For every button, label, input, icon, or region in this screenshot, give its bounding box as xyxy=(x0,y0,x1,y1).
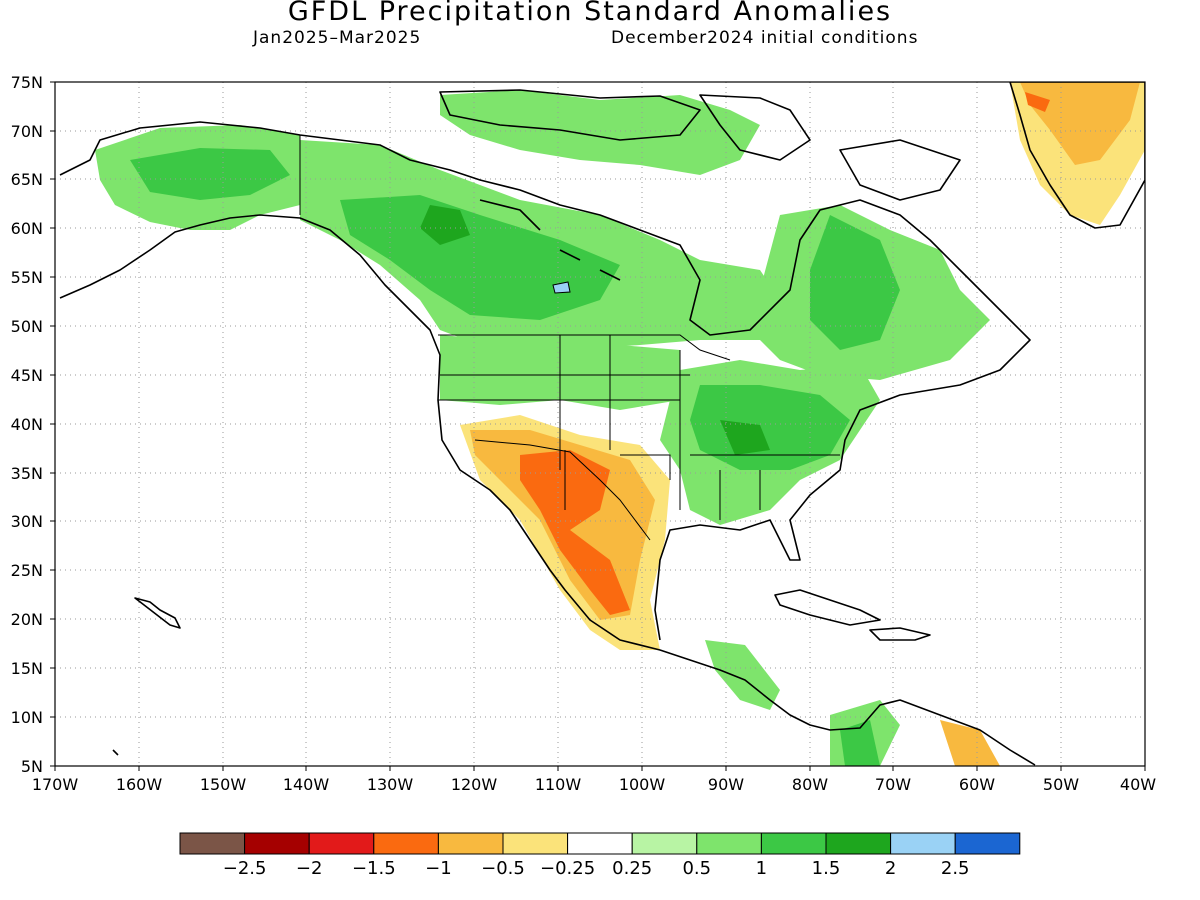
legend-swatch xyxy=(179,832,246,855)
lon-label: 40W xyxy=(1120,775,1156,794)
longitude-labels: 170W 160W 150W 140W 130W 120W 110W 100W … xyxy=(32,775,1156,794)
lon-label: 100W xyxy=(619,775,666,794)
lat-label: 5N xyxy=(21,757,43,776)
anomaly-shading xyxy=(95,82,1145,766)
legend-label: 2.5 xyxy=(941,858,970,879)
lat-label: 50N xyxy=(11,317,43,336)
legend-label: −0.25 xyxy=(540,858,595,879)
lat-label: 30N xyxy=(11,512,43,531)
axis-ticks xyxy=(50,81,1146,771)
legend-swatch xyxy=(631,832,698,855)
lat-label: 25N xyxy=(11,561,43,580)
legend-swatch xyxy=(890,832,956,855)
legend-label: −1.5 xyxy=(352,858,396,879)
lakes xyxy=(552,281,571,294)
lon-label: 120W xyxy=(451,775,498,794)
legend-label: 2 xyxy=(885,858,896,879)
valid-period: Jan2025–Mar2025 xyxy=(253,28,422,48)
legend-label: −1 xyxy=(425,858,452,879)
legend-swatch xyxy=(373,832,439,855)
lat-label: 70N xyxy=(11,122,43,141)
lon-label: 70W xyxy=(875,775,911,794)
legend-swatch xyxy=(825,832,892,855)
legend-swatch xyxy=(696,832,762,855)
political-boundaries xyxy=(299,135,840,541)
lon-label: 130W xyxy=(367,775,414,794)
lat-label: 10N xyxy=(11,708,43,727)
coastlines xyxy=(59,82,1145,766)
lon-label: 170W xyxy=(32,775,79,794)
legend-label: −0.5 xyxy=(481,858,525,879)
latitude-labels: 75N 70N 65N 60N 55N 50N 45N 40N 35N 30N … xyxy=(11,73,43,776)
lon-label: 160W xyxy=(116,775,163,794)
color-legend: −2.5 −2 −1.5 −1 −0.5 −0.25 0.25 0.5 1 1.5 2 2.5 xyxy=(179,832,1021,879)
lat-label: 20N xyxy=(11,610,43,629)
legend-label: 0.25 xyxy=(612,858,652,879)
legend-label: −2 xyxy=(296,858,323,879)
lon-label: 60W xyxy=(959,775,995,794)
lon-label: 90W xyxy=(708,775,744,794)
lon-label: 80W xyxy=(792,775,828,794)
map-title: GFDL Precipitation Standard Anomalies xyxy=(287,0,893,27)
lon-label: 50W xyxy=(1043,775,1079,794)
lon-label: 150W xyxy=(200,775,247,794)
legend-swatch xyxy=(954,832,1021,855)
lat-label: 15N xyxy=(11,659,43,678)
lat-label: 65N xyxy=(11,170,43,189)
legend-label: 1 xyxy=(756,858,767,879)
legend-label: 1.5 xyxy=(812,858,841,879)
lat-label: 75N xyxy=(11,73,43,92)
lat-label: 35N xyxy=(11,464,43,483)
lon-label: 110W xyxy=(535,775,582,794)
legend-swatch xyxy=(244,832,310,855)
lat-label: 60N xyxy=(11,219,43,238)
legend-swatch xyxy=(308,832,375,855)
lat-label: 40N xyxy=(11,415,43,434)
lon-label: 140W xyxy=(283,775,330,794)
map-body xyxy=(55,82,1145,766)
legend-swatch xyxy=(437,832,504,855)
initial-conditions: December2024 initial conditions xyxy=(611,28,919,48)
legend-label: 0.5 xyxy=(682,858,711,879)
legend-swatch xyxy=(760,832,827,855)
lat-label: 45N xyxy=(11,366,43,385)
lat-label: 55N xyxy=(11,268,43,287)
legend-swatch xyxy=(502,832,569,855)
legend-swatch xyxy=(567,832,633,855)
legend-label: −2.5 xyxy=(223,858,267,879)
